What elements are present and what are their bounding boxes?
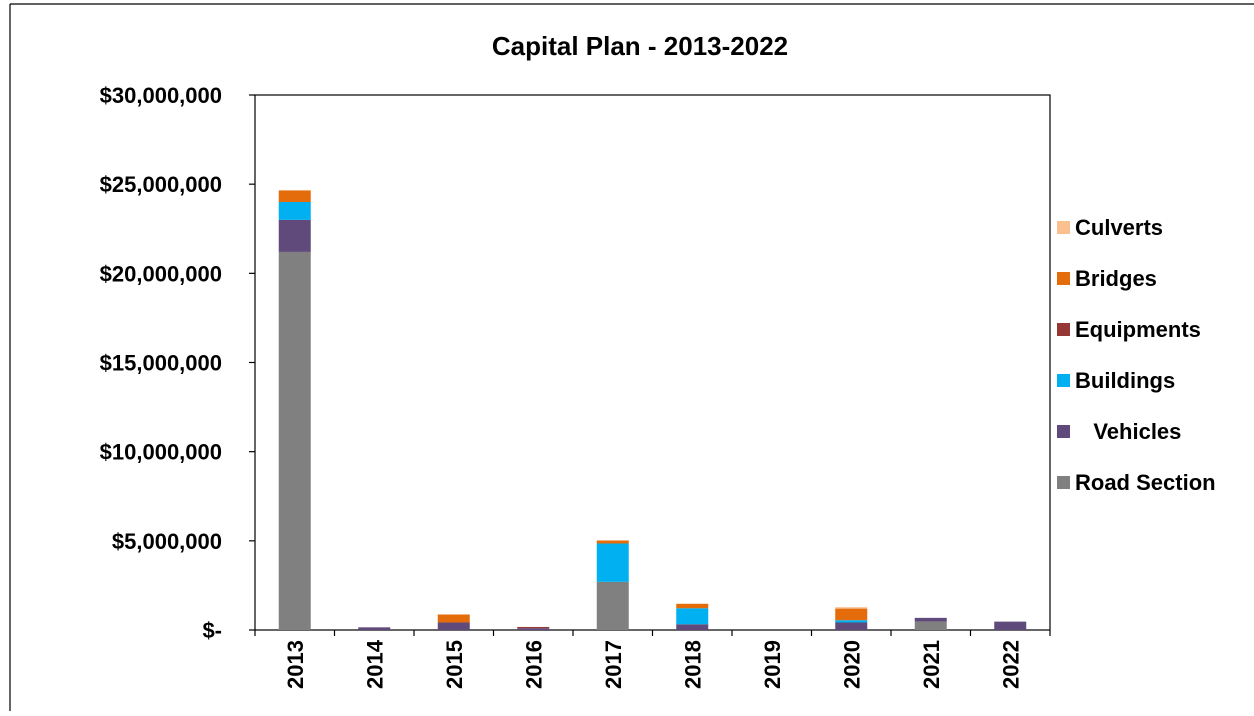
y-tick-label: $30,000,000 bbox=[100, 83, 222, 108]
legend-swatch-culverts bbox=[1057, 221, 1070, 234]
x-axis-ticks: 2013 2014 2015 2016 2017 2018 2019 2020 2021 2022 bbox=[254, 630, 1051, 689]
y-tick-label: $5,000,000 bbox=[112, 529, 222, 554]
x-tick-label-2019: 2019 bbox=[760, 640, 785, 689]
bar-segment-road-section-2017 bbox=[596, 581, 629, 630]
y-tick-label: $20,000,000 bbox=[100, 261, 222, 286]
x-tick-label-2020: 2020 bbox=[839, 640, 864, 689]
y-tick-label: $10,000,000 bbox=[100, 440, 222, 465]
x-tick-label-2015: 2015 bbox=[442, 640, 467, 689]
legend-label-vehicles: Vehicles bbox=[1075, 419, 1181, 444]
bar-segment-bridges-2017 bbox=[596, 540, 629, 544]
legend-swatch-road-section bbox=[1057, 476, 1070, 489]
bar-segment-bridges-2015 bbox=[437, 614, 470, 623]
y-axis-ticks: $- $5,000,000 $10,000,000 $15,000,000 $20,00… bbox=[100, 83, 255, 643]
bar-segment-buildings-2020 bbox=[835, 620, 868, 623]
bar-segment-bridges-2020 bbox=[835, 608, 868, 621]
bars-layer bbox=[278, 190, 1027, 630]
x-tick-label-2014: 2014 bbox=[362, 639, 387, 689]
legend-swatch-bridges bbox=[1057, 272, 1070, 285]
legend-label-road-section: Road Section bbox=[1075, 470, 1216, 495]
bar-segment-bridges-2013 bbox=[278, 190, 311, 202]
x-tick-label-2016: 2016 bbox=[521, 640, 546, 689]
bar-segment-buildings-2018 bbox=[676, 608, 709, 625]
bar-segment-culverts-2020 bbox=[835, 607, 868, 609]
bar-segment-vehicles-2020 bbox=[835, 622, 868, 630]
legend-swatch-vehicles bbox=[1057, 425, 1070, 438]
legend-label-equipments: Equipments bbox=[1075, 317, 1201, 342]
bar-segment-vehicles-2021 bbox=[914, 617, 947, 622]
bar-segment-equipments-2016 bbox=[517, 626, 550, 629]
legend-label-culverts: Culverts bbox=[1075, 215, 1163, 240]
y-tick-label: $25,000,000 bbox=[100, 172, 222, 197]
legend-label-bridges: Bridges bbox=[1075, 266, 1157, 291]
x-tick-label-2013: 2013 bbox=[283, 640, 308, 689]
bar-segment-road-section-2013 bbox=[278, 251, 311, 630]
y-tick-label: $- bbox=[202, 618, 222, 643]
x-tick-label-2021: 2021 bbox=[919, 640, 944, 689]
legend-label-buildings: Buildings bbox=[1075, 368, 1175, 393]
x-tick-label-2022: 2022 bbox=[998, 640, 1023, 689]
bar-segment-vehicles-2013 bbox=[278, 219, 311, 252]
legend-swatch-equipments bbox=[1057, 323, 1070, 336]
bar-segment-buildings-2017 bbox=[596, 543, 629, 582]
y-tick-label: $15,000,000 bbox=[100, 351, 222, 376]
bar-segment-vehicles-2016 bbox=[517, 628, 550, 630]
bar-segment-road-section-2021 bbox=[914, 621, 947, 630]
plot-area bbox=[254, 94, 1051, 631]
bar-segment-vehicles-2018 bbox=[676, 624, 709, 630]
bar-segment-vehicles-2014 bbox=[358, 627, 391, 630]
legend: Culverts Bridges Equipments Buildings Vehic… bbox=[1057, 215, 1216, 495]
x-tick-label-2018: 2018 bbox=[680, 640, 705, 689]
legend-swatch-buildings bbox=[1057, 374, 1070, 387]
bar-segment-vehicles-2022 bbox=[994, 621, 1027, 630]
x-tick-label-2017: 2017 bbox=[601, 640, 626, 689]
bar-segment-vehicles-2015 bbox=[437, 622, 470, 630]
chart-title: Capital Plan - 2013-2022 bbox=[492, 31, 788, 61]
bar-segment-bridges-2018 bbox=[676, 603, 709, 609]
bar-segment-buildings-2013 bbox=[278, 202, 311, 220]
